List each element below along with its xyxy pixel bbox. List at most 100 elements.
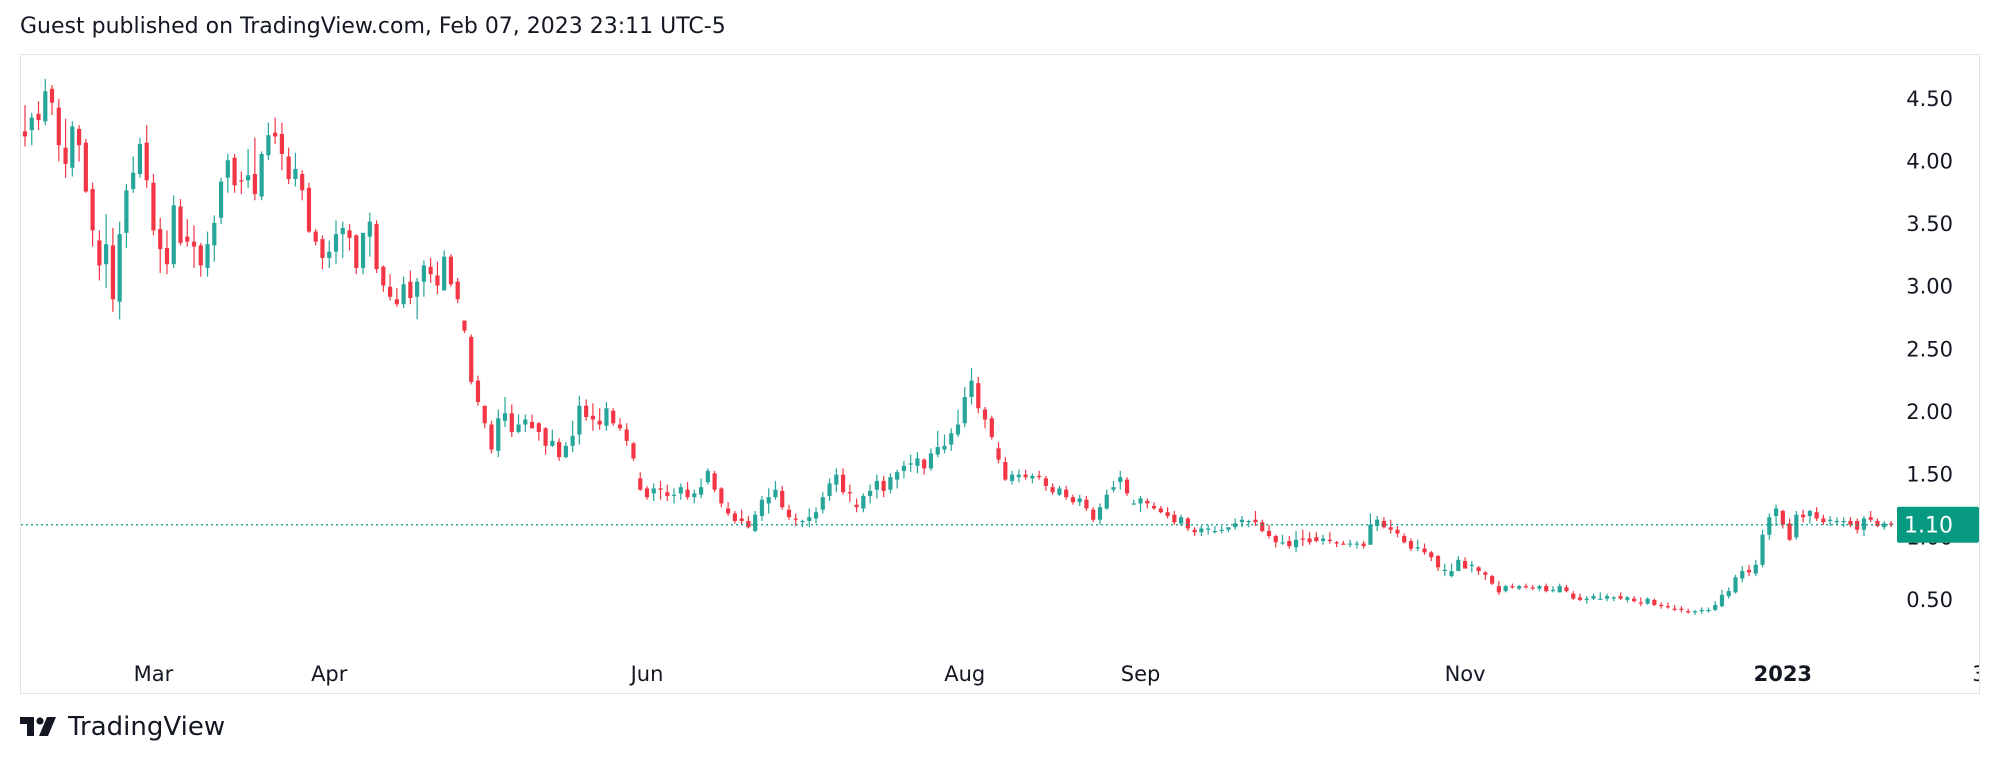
candle bbox=[732, 510, 737, 524]
candle bbox=[1131, 499, 1136, 505]
candle bbox=[1503, 584, 1508, 593]
candle bbox=[259, 151, 264, 201]
candle bbox=[1787, 518, 1792, 542]
candle bbox=[63, 118, 68, 178]
candle-body bbox=[1544, 586, 1549, 592]
candle-body bbox=[232, 157, 237, 186]
candle-body bbox=[1226, 527, 1231, 530]
candle bbox=[320, 235, 325, 270]
candle-body bbox=[374, 224, 379, 270]
candle bbox=[543, 427, 548, 455]
candle bbox=[76, 125, 82, 162]
candle-body bbox=[63, 147, 68, 164]
candle bbox=[286, 147, 291, 185]
candle-body bbox=[131, 172, 136, 190]
candle-body bbox=[976, 383, 981, 409]
candle bbox=[651, 483, 656, 501]
candles-layer bbox=[22, 78, 1894, 615]
candle-body bbox=[1814, 512, 1819, 519]
candle bbox=[1855, 518, 1860, 534]
candle-body bbox=[1571, 593, 1576, 599]
candle-body bbox=[286, 156, 291, 180]
candle bbox=[1077, 494, 1082, 506]
candle-body bbox=[1834, 520, 1840, 523]
candle-body bbox=[1145, 500, 1150, 504]
time-axis[interactable]: Mar Apr Jun Aug Sep Nov 2023 3 bbox=[134, 662, 1979, 686]
candle-body bbox=[482, 405, 487, 424]
candle-body bbox=[638, 478, 643, 490]
candle-body bbox=[834, 474, 839, 485]
candle-body bbox=[753, 514, 758, 531]
candle-body bbox=[1557, 586, 1562, 593]
candle bbox=[813, 507, 819, 524]
candle-body bbox=[455, 281, 460, 300]
candle-body bbox=[306, 187, 312, 232]
candle-body bbox=[1652, 599, 1657, 605]
candle bbox=[1348, 539, 1353, 548]
candle bbox=[1442, 563, 1447, 577]
last-price-label: 1.10 bbox=[1904, 514, 1953, 539]
candle bbox=[577, 395, 582, 445]
candle bbox=[1611, 596, 1616, 602]
candle-body bbox=[279, 133, 285, 154]
candle-body bbox=[1165, 512, 1170, 516]
footer[interactable]: TradingView bbox=[20, 712, 225, 742]
candle-body bbox=[665, 492, 670, 496]
candle-body bbox=[1212, 531, 1218, 533]
candle bbox=[922, 458, 927, 475]
candle bbox=[360, 232, 366, 275]
candle-body bbox=[1057, 488, 1062, 495]
price-tick-label: 3.00 bbox=[1906, 275, 1953, 299]
candle-body bbox=[773, 489, 778, 498]
candle-body bbox=[827, 483, 832, 496]
candle bbox=[1490, 574, 1495, 585]
candle bbox=[746, 515, 751, 529]
candle bbox=[408, 270, 413, 305]
candle bbox=[1577, 593, 1583, 602]
candle-body bbox=[1517, 586, 1522, 589]
candle-body bbox=[1050, 487, 1055, 493]
candle bbox=[1145, 498, 1150, 509]
candle-body bbox=[1537, 586, 1542, 589]
candle-body bbox=[475, 380, 481, 402]
candle bbox=[753, 510, 758, 533]
price-tick-label: 4.00 bbox=[1906, 149, 1953, 173]
candle-body bbox=[678, 487, 683, 494]
candle-body bbox=[469, 336, 474, 382]
candle-body bbox=[590, 415, 596, 420]
candle bbox=[273, 117, 278, 144]
candle-body bbox=[1375, 519, 1380, 526]
candle bbox=[1868, 510, 1873, 523]
candle bbox=[1652, 598, 1657, 607]
candle bbox=[570, 420, 575, 453]
candle-body bbox=[1868, 517, 1873, 520]
candle bbox=[1476, 566, 1481, 575]
candle-body bbox=[726, 508, 731, 514]
candle bbox=[1598, 592, 1603, 600]
candle bbox=[793, 513, 798, 526]
candle bbox=[1030, 473, 1035, 484]
candle-body bbox=[766, 497, 771, 504]
candle-body bbox=[1172, 514, 1177, 523]
candle bbox=[1523, 583, 1529, 589]
candle-body bbox=[1030, 475, 1035, 479]
candle-body bbox=[1598, 598, 1603, 600]
chart-frame[interactable]: 4.504.003.503.002.502.001.501.000.50 Mar… bbox=[20, 54, 1980, 694]
candle-body bbox=[1138, 498, 1143, 504]
candle-body bbox=[1064, 489, 1069, 498]
candle-body bbox=[1631, 598, 1637, 602]
candle-body bbox=[1726, 591, 1731, 597]
candle bbox=[394, 287, 399, 307]
candle-body bbox=[1327, 539, 1332, 542]
candle-body bbox=[1449, 571, 1454, 577]
candle bbox=[1618, 592, 1623, 600]
candle bbox=[1713, 601, 1718, 612]
candle bbox=[124, 184, 129, 248]
candle bbox=[658, 480, 663, 500]
candlestick-chart[interactable]: 4.504.003.503.002.502.001.501.000.50 Mar… bbox=[21, 55, 1979, 693]
candle-body bbox=[1740, 571, 1745, 579]
candle-body bbox=[1266, 531, 1272, 537]
candle bbox=[1111, 480, 1116, 493]
candle-body bbox=[1665, 606, 1670, 608]
candle bbox=[1834, 517, 1840, 525]
